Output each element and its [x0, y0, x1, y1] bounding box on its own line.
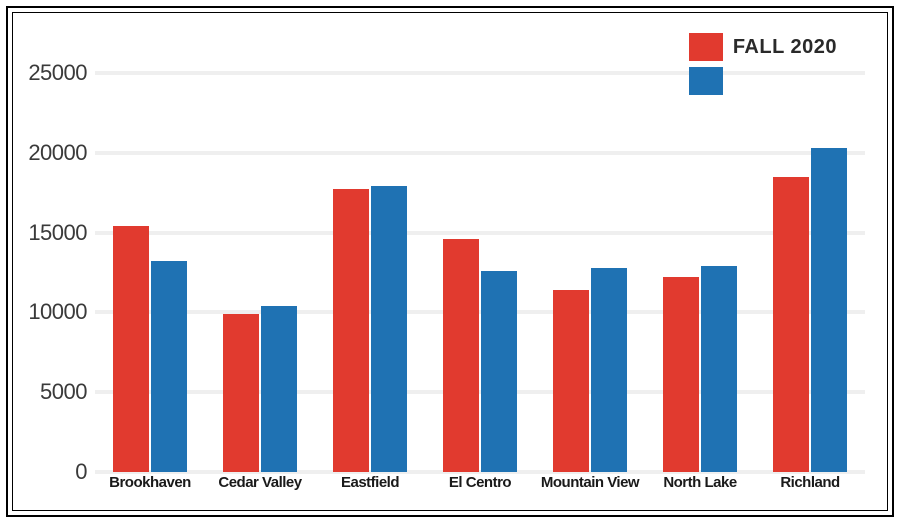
plot-region: 0500010000150002000025000BrookhavenCedar… — [95, 41, 865, 472]
bar — [553, 290, 589, 472]
inner-border: 0 5000 10000 15000 20000 25000 BrookhavenCedar… — [12, 12, 888, 511]
legend-item: FALL 2020 — [689, 33, 837, 61]
bar — [151, 261, 187, 472]
x-axis-label: Richland — [755, 474, 865, 491]
x-axis-label: El Centro — [425, 474, 535, 491]
y-axis-label: 25000 — [28, 60, 95, 86]
legend-swatch — [689, 33, 723, 61]
y-axis-label: 5000 — [40, 379, 95, 405]
bars-layer — [95, 41, 865, 472]
x-axis-label: North Lake — [645, 474, 755, 491]
x-axis-label: Eastfield — [315, 474, 425, 491]
bar — [223, 314, 259, 472]
bar — [481, 271, 517, 472]
bar — [701, 266, 737, 472]
y-axis-label: 10000 — [28, 299, 95, 325]
bar — [773, 177, 809, 472]
x-axis-label: Mountain View — [535, 474, 645, 491]
chart-frame: 0 5000 10000 15000 20000 25000 BrookhavenCedar… — [0, 0, 900, 523]
chart-area: 0 5000 10000 15000 20000 25000 BrookhavenCedar… — [13, 13, 887, 510]
bar — [811, 148, 847, 472]
y-axis-label: 20000 — [28, 140, 95, 166]
y-axis-label: 15000 — [28, 220, 95, 246]
x-axis-label: Brookhaven — [95, 474, 205, 491]
bar — [333, 189, 369, 472]
bar — [591, 268, 627, 472]
bar — [663, 277, 699, 472]
x-axis-label: Cedar Valley — [205, 474, 315, 491]
legend-label: FALL 2020 — [733, 36, 837, 59]
bar — [443, 239, 479, 472]
y-axis-label: 0 — [75, 459, 95, 485]
bar — [113, 226, 149, 472]
bar — [261, 306, 297, 472]
bar — [371, 186, 407, 472]
legend-item — [689, 67, 837, 95]
outer-border: 0 5000 10000 15000 20000 25000 BrookhavenCedar… — [6, 6, 894, 517]
legend-swatch — [689, 67, 723, 95]
legend: FALL 2020 — [689, 33, 837, 101]
